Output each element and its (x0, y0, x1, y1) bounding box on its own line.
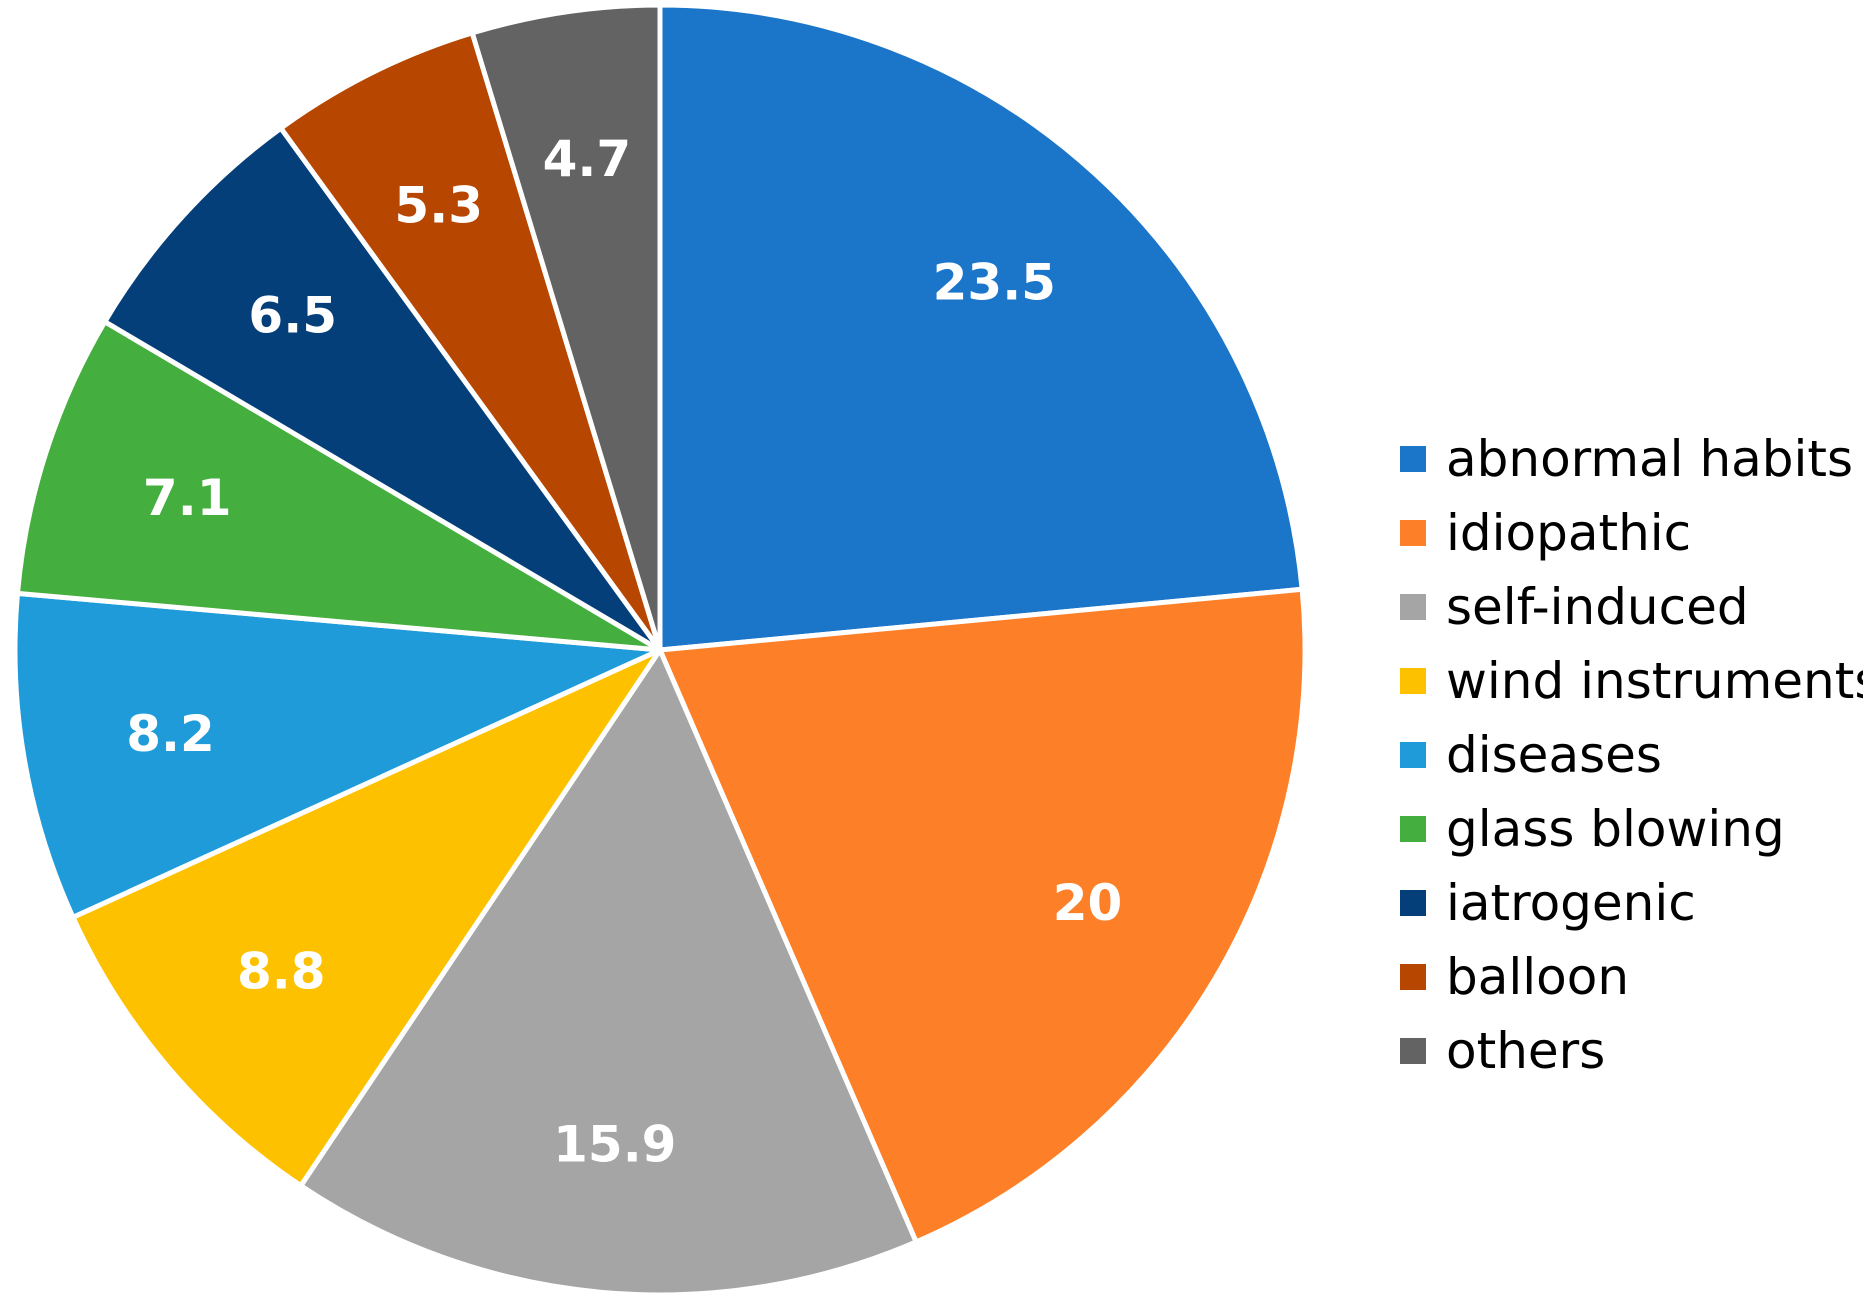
legend-item-wind-instruments: wind instruments (1400, 652, 1863, 710)
data-label-others: 4.7 (543, 130, 632, 188)
legend-swatch-iatrogenic (1400, 890, 1426, 916)
pie-slice-idiopathic (657, 586, 1308, 1245)
legend-swatch-abnormal-habits (1400, 446, 1426, 472)
legend-swatch-balloon (1400, 964, 1426, 990)
legend-item-idiopathic: idiopathic (1400, 504, 1691, 562)
pie-slice-self-induced (298, 647, 919, 1298)
legend-label-balloon: balloon (1446, 948, 1629, 1006)
legend-item-abnormal-habits: abnormal habits (1400, 430, 1853, 488)
legend-swatch-wind-instruments (1400, 668, 1426, 694)
data-label-diseases: 8.2 (126, 705, 215, 763)
data-label-idiopathic: 20 (1053, 874, 1123, 932)
legend-item-diseases: diseases (1400, 726, 1662, 784)
data-label-self-induced: 15.9 (553, 1116, 676, 1174)
pie-slice-iatrogenic (102, 125, 663, 653)
data-label-iatrogenic: 6.5 (248, 287, 337, 345)
legend-label-abnormal-habits: abnormal habits (1446, 430, 1853, 488)
legend-item-iatrogenic: iatrogenic (1400, 874, 1696, 932)
pie-slice-balloon (278, 30, 663, 653)
data-label-abnormal-habits: 23.5 (933, 254, 1056, 312)
legend: abnormal habits idiopathic self-induced win… (1400, 430, 1863, 1080)
data-label-wind-instruments: 8.8 (237, 942, 326, 1000)
legend-swatch-self-induced (1400, 594, 1426, 620)
pie-slice-others (469, 2, 663, 653)
legend-swatch-others (1400, 1038, 1426, 1064)
pie-slice-abnormal-habits (657, 2, 1305, 653)
data-label-balloon: 5.3 (394, 176, 483, 234)
legend-item-balloon: balloon (1400, 948, 1629, 1006)
legend-label-iatrogenic: iatrogenic (1446, 874, 1696, 932)
legend-label-glass-blowing: glass blowing (1446, 800, 1785, 858)
pie-slice-glass-blowing (14, 319, 663, 653)
pie-slice-wind-instruments (70, 647, 663, 1189)
pie-data-labels: 23.5 20 15.9 8.8 8.2 7.1 6.5 5.3 4.7 (126, 130, 1122, 1174)
pie-slices (12, 2, 1308, 1298)
legend-label-diseases: diseases (1446, 726, 1662, 784)
legend-item-others: others (1400, 1022, 1605, 1080)
data-label-glass-blowing: 7.1 (143, 469, 232, 527)
pie-slice-diseases (12, 590, 663, 920)
legend-item-glass-blowing: glass blowing (1400, 800, 1785, 858)
legend-label-others: others (1446, 1022, 1605, 1080)
legend-swatch-diseases (1400, 742, 1426, 768)
legend-item-self-induced: self-induced (1400, 578, 1749, 636)
legend-swatch-idiopathic (1400, 520, 1426, 546)
legend-label-self-induced: self-induced (1446, 578, 1749, 636)
legend-swatch-glass-blowing (1400, 816, 1426, 842)
legend-label-wind-instruments: wind instruments (1446, 652, 1863, 710)
legend-label-idiopathic: idiopathic (1446, 504, 1691, 562)
